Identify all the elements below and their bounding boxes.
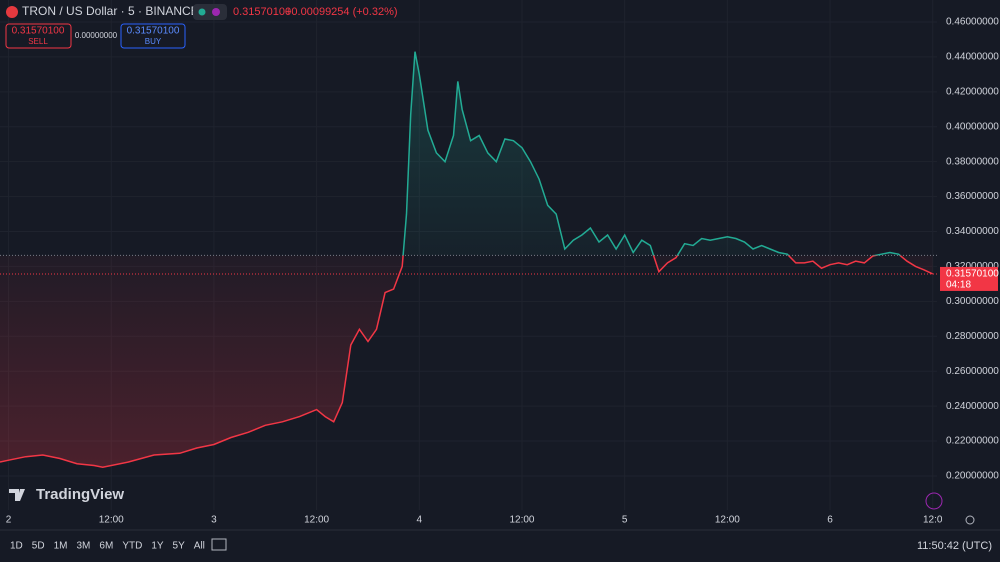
- x-tick-label: 3: [211, 515, 217, 526]
- y-tick-label: 0.44000000: [946, 52, 999, 63]
- status-badge: [193, 4, 227, 20]
- range-button[interactable]: YTD: [122, 541, 142, 552]
- y-tick-label: 0.42000000: [946, 86, 999, 97]
- symbol-title: TRON / US Dollar · 5 · BINANCE: [22, 4, 199, 18]
- baseline-area: [0, 51, 933, 468]
- header-price: 0.31570100: [233, 6, 291, 18]
- buy-label: BUY: [145, 37, 162, 46]
- y-tick-label: 0.22000000: [946, 436, 999, 447]
- range-button[interactable]: 1Y: [151, 541, 164, 552]
- header-change: +0.00099254 (+0.32%): [285, 6, 398, 18]
- x-tick-label: 12:00: [715, 515, 740, 526]
- y-tick-label: 0.26000000: [946, 366, 999, 377]
- y-tick-label: 0.46000000: [946, 17, 999, 28]
- x-tick-label: 12:00: [304, 515, 329, 526]
- buy-price: 0.31570100: [127, 26, 180, 37]
- countdown: 04:18: [946, 280, 971, 291]
- y-tick-label: 0.24000000: [946, 401, 999, 412]
- y-tick-label: 0.38000000: [946, 156, 999, 167]
- y-tick-label: 0.28000000: [946, 331, 999, 342]
- last-price-tag: [940, 266, 998, 291]
- sell-price: 0.31570100: [12, 26, 65, 37]
- y-tick-label: 0.40000000: [946, 121, 999, 132]
- settings-icon[interactable]: [965, 515, 975, 525]
- sell-button[interactable]: [5, 23, 72, 49]
- range-button[interactable]: 1D: [10, 541, 23, 552]
- clock: 11:50:42 (UTC): [917, 540, 992, 552]
- x-tick-label: 2: [6, 515, 12, 526]
- x-tick-label: 6: [827, 515, 833, 526]
- y-tick-label: 0.30000000: [946, 296, 999, 307]
- buy-button[interactable]: [120, 23, 186, 49]
- y-tick-label: 0.20000000: [946, 471, 999, 482]
- x-tick-label: 12:00: [509, 515, 534, 526]
- last-price-label: 0.31570100: [946, 269, 999, 280]
- alert-icon[interactable]: [925, 492, 943, 510]
- logo: TradingView: [36, 486, 124, 503]
- range-button[interactable]: 3M: [77, 541, 91, 552]
- date-range-icon[interactable]: [211, 538, 227, 551]
- y-tick-label: 0.34000000: [946, 226, 999, 237]
- x-tick-label: 12:00: [99, 515, 124, 526]
- range-button[interactable]: 1M: [54, 541, 68, 552]
- range-button[interactable]: 5Y: [173, 541, 186, 552]
- spread: 0.00000000: [75, 31, 118, 40]
- range-button[interactable]: 6M: [99, 541, 113, 552]
- x-tick-label: 4: [417, 515, 423, 526]
- x-tick-label: 12:0: [923, 515, 943, 526]
- sell-label: SELL: [28, 37, 48, 46]
- x-tick-label: 5: [622, 515, 628, 526]
- symbol-icon: [6, 6, 18, 18]
- range-button[interactable]: All: [194, 541, 205, 552]
- logo-mark: [9, 489, 25, 501]
- range-button[interactable]: 5D: [32, 541, 45, 552]
- price-line: [0, 51, 934, 468]
- y-tick-label: 0.32000000: [946, 261, 999, 272]
- status-dot: [198, 8, 206, 16]
- status-icon: [212, 8, 220, 16]
- y-tick-label: 0.36000000: [946, 191, 999, 202]
